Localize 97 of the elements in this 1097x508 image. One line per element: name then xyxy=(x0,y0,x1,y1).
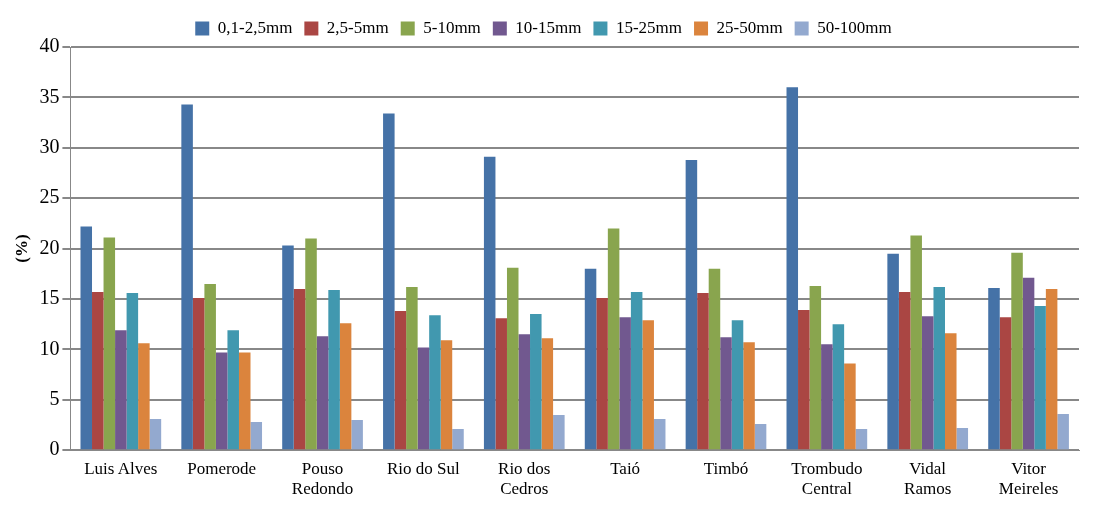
bar xyxy=(351,419,363,450)
bar xyxy=(115,330,127,450)
bar xyxy=(1057,413,1069,450)
bar xyxy=(92,291,104,450)
bar xyxy=(1011,252,1023,450)
y-tick-label: 25 xyxy=(39,185,60,208)
legend-label: 25-50mm xyxy=(716,17,783,37)
bar xyxy=(103,237,116,450)
bar xyxy=(630,291,643,450)
bar xyxy=(126,292,139,450)
bar xyxy=(945,333,957,450)
bar xyxy=(855,429,868,450)
bar xyxy=(383,113,395,450)
bar xyxy=(1045,288,1058,450)
bar xyxy=(328,289,340,450)
bar xyxy=(495,318,507,450)
bar xyxy=(988,287,1000,450)
bar xyxy=(452,429,464,450)
bar xyxy=(999,317,1012,450)
bar xyxy=(215,352,228,450)
bar xyxy=(921,316,934,450)
legend-label: 50-100mm xyxy=(817,17,892,37)
bar xyxy=(339,323,352,450)
bar xyxy=(653,418,666,450)
bar xyxy=(138,343,150,450)
bar xyxy=(584,268,597,450)
legend-label: 2,5-5mm xyxy=(326,17,389,37)
y-tick-label: 40 xyxy=(39,34,60,57)
bar xyxy=(530,314,542,450)
y-tick-label: 35 xyxy=(39,84,60,107)
legend-label: 15-25mm xyxy=(615,17,683,37)
x-tick-label: Pouso Redondo xyxy=(291,458,354,499)
y-tick-label: 0 xyxy=(49,437,60,460)
bar xyxy=(720,337,732,450)
bar xyxy=(282,245,294,450)
bar xyxy=(754,423,767,450)
bar xyxy=(786,87,799,450)
bar xyxy=(149,418,162,450)
x-tick-label: Vidal Ramos xyxy=(904,458,952,499)
bar xyxy=(832,324,845,450)
y-tick-label: 5 xyxy=(49,387,60,410)
bar xyxy=(506,267,519,450)
bar xyxy=(933,286,945,450)
y-tick-label: 10 xyxy=(39,336,60,359)
bar xyxy=(305,238,317,450)
bar xyxy=(798,310,810,450)
bar xyxy=(250,421,263,450)
bar xyxy=(910,235,922,450)
bar xyxy=(80,226,93,450)
bar xyxy=(685,159,698,450)
legend-label: 5-10mm xyxy=(423,17,481,37)
y-tick-label: 30 xyxy=(39,135,60,158)
bar xyxy=(697,292,709,450)
bar xyxy=(440,340,453,450)
legend-label: 0,1-2,5mm xyxy=(217,17,293,37)
bar xyxy=(406,286,418,450)
legend-label: 10-15mm xyxy=(515,17,582,37)
bar xyxy=(417,347,430,450)
bar xyxy=(821,344,833,450)
bar xyxy=(607,228,620,450)
bar xyxy=(743,342,755,450)
bar xyxy=(192,297,205,450)
y-tick-label: 20 xyxy=(39,235,60,258)
bar xyxy=(956,428,969,450)
bar xyxy=(809,285,822,450)
y-tick-label: 15 xyxy=(39,286,60,309)
bar xyxy=(181,104,193,450)
bar xyxy=(518,334,531,450)
bar xyxy=(293,288,306,450)
x-tick-label: Vitor Meireles xyxy=(998,458,1059,499)
bar xyxy=(541,338,554,450)
x-tick-label: Timbó xyxy=(703,458,749,478)
bar xyxy=(1022,277,1035,450)
x-tick-label: Trombudo Central xyxy=(791,458,863,499)
x-tick-label: Rio dos Cedros xyxy=(498,458,551,499)
bar xyxy=(619,317,631,450)
bar xyxy=(429,315,441,450)
x-tick-label: Pomerode xyxy=(187,458,257,478)
y-axis-title: (%) xyxy=(11,234,31,263)
bar xyxy=(642,320,654,450)
bar xyxy=(731,320,744,450)
bar xyxy=(596,297,608,450)
bar xyxy=(553,414,565,450)
bar xyxy=(204,283,216,450)
bar xyxy=(844,363,856,450)
bar xyxy=(887,253,899,450)
x-tick-label: Rio do Sul xyxy=(387,458,461,478)
bar xyxy=(1034,306,1046,450)
x-tick-label: Luis Alves xyxy=(84,458,158,478)
bar xyxy=(898,291,911,450)
bar xyxy=(316,336,329,450)
bar xyxy=(708,268,721,450)
bar xyxy=(227,330,239,450)
bar xyxy=(394,311,407,450)
bar xyxy=(238,352,251,450)
x-tick-label: Taió xyxy=(610,458,641,478)
bar xyxy=(483,156,496,450)
